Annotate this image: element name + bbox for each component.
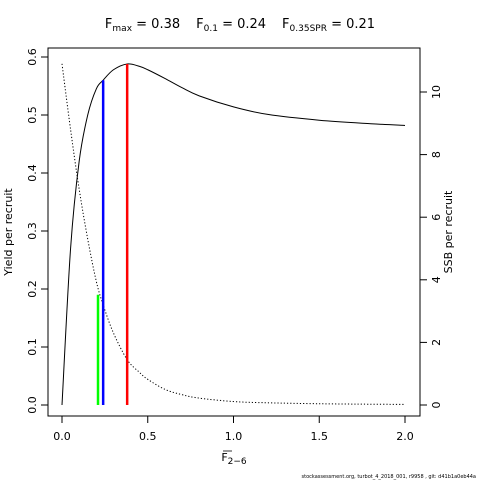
yield-per-recruit-line — [61, 63, 406, 406]
y-axis-label-left: Yield per recruit — [2, 188, 15, 277]
y-right-tick-label: 6 — [430, 214, 443, 221]
title-fmax-sub: max — [112, 24, 132, 34]
footer-text: stockassessment.org, turbot_4_2018_001, … — [302, 474, 476, 480]
data-layer — [61, 63, 406, 406]
title-fspr-sub: 0.35SPR — [290, 24, 327, 34]
x-tick-label: 0.0 — [53, 430, 71, 443]
chart-title: Fmax = 0.38 F0.1 = 0.24 F0.35SPR = 0.21 — [105, 17, 375, 34]
ssb-per-recruit-line — [61, 63, 406, 405]
title-fmax-base: F — [105, 17, 112, 32]
x-axis-label: F2−6 — [221, 451, 247, 467]
y-right-tick-label: 10 — [430, 85, 443, 99]
axis-layer: 0.0 0.5 1.0 1.5 2.0 0.0 0.1 0.2 0.3 0.4 0.5 0.6 0 2 4 6… — [26, 48, 443, 443]
y-left-tick-label: 0.4 — [26, 164, 39, 182]
y-right-tick-label: 8 — [430, 151, 443, 158]
title-fspr-base: F — [282, 17, 289, 32]
title-fspr-value: = 0.21 — [327, 17, 375, 32]
y-axis-label-right: SSB per recruit — [442, 190, 455, 273]
y-left-tick-label: 0.2 — [26, 280, 39, 298]
y-right-tick-label: 0 — [430, 402, 443, 409]
y-left-tick-label: 0.0 — [26, 396, 39, 414]
x-tick-label: 1.5 — [311, 430, 329, 443]
y-left-tick-label: 0.6 — [26, 48, 39, 66]
x-tick-label: 2.0 — [396, 430, 414, 443]
title-f01-base: F — [196, 17, 203, 32]
y-right-tick-label: 2 — [430, 339, 443, 346]
y-left-tick-label: 0.3 — [26, 222, 39, 240]
x-label-sub: 2−6 — [228, 457, 247, 467]
title-fmax-value: = 0.38 — [132, 17, 180, 32]
x-label-base: F — [221, 451, 227, 464]
y-left-tick-label: 0.5 — [26, 106, 39, 124]
title-f01-value: = 0.24 — [218, 17, 266, 32]
x-tick-label: 1.0 — [225, 430, 243, 443]
title-f01-sub: 0.1 — [204, 24, 218, 34]
y-left-tick-label: 0.1 — [26, 338, 39, 356]
y-right-tick-label: 4 — [430, 276, 443, 283]
x-tick-label: 0.5 — [139, 430, 157, 443]
